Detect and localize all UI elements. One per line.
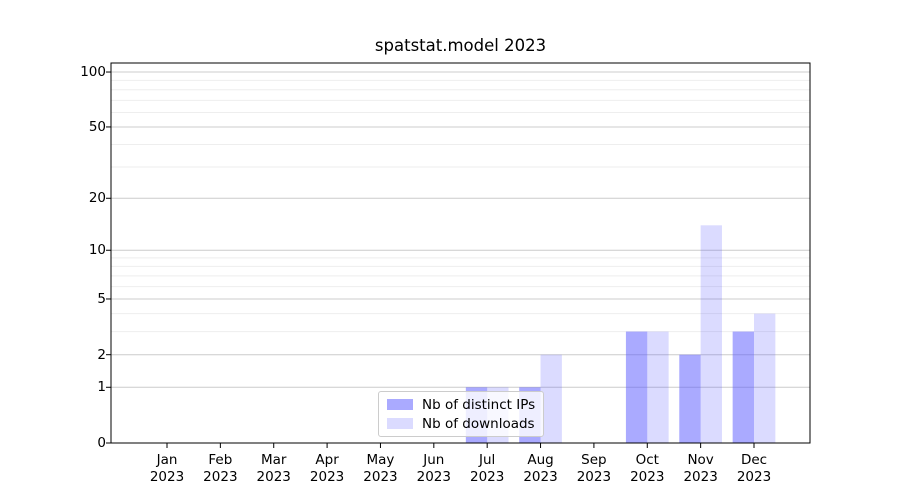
x-tick-label-year: 2023 <box>203 469 238 485</box>
x-tick-label: Jun 2023 <box>404 452 464 486</box>
x-tick-label: Mar 2023 <box>244 452 304 486</box>
y-tick-label: 2 <box>97 346 106 363</box>
y-tick-label: 100 <box>80 64 106 81</box>
x-tick-label-month: Dec <box>740 452 768 468</box>
x-tick-label: Apr 2023 <box>297 452 357 486</box>
bar-downloads <box>540 354 562 443</box>
x-tick-label-year: 2023 <box>630 469 665 485</box>
x-tick-label: Jul 2023 <box>457 452 517 486</box>
x-tick-label-year: 2023 <box>309 469 345 485</box>
bar-downloads <box>700 225 722 443</box>
bar-downloads <box>647 331 669 443</box>
legend: Nb of distinct IPs Nb of downloads <box>378 391 545 437</box>
y-tick-label: 0 <box>97 435 106 451</box>
legend-swatch-distinct-ips-icon <box>387 399 413 410</box>
x-tick-label: Jan 2023 <box>137 452 197 486</box>
x-tick-label-year: 2023 <box>469 469 505 485</box>
legend-item-downloads: Nb of downloads <box>387 415 535 432</box>
x-tick-label-year: 2023 <box>576 469 612 485</box>
x-tick-label-year: 2023 <box>256 469 291 485</box>
chart-title: spatstat.model 2023 <box>374 36 547 55</box>
x-tick-label-month: Nov <box>687 452 714 468</box>
bar-distinct-ips <box>625 331 648 443</box>
x-tick-label: Nov 2023 <box>671 452 731 486</box>
x-tick-label: May 2023 <box>350 452 410 486</box>
x-tick-label-month: Apr <box>315 452 339 468</box>
bar-distinct-ips <box>732 331 754 443</box>
x-tick-label: Sep 2023 <box>564 452 624 486</box>
x-tick-label-month: Jul <box>479 452 496 468</box>
y-tick-label: 1 <box>97 379 106 396</box>
x-tick-label-month: Feb <box>208 452 233 468</box>
x-tick-label-year: 2023 <box>523 469 558 485</box>
y-tick-label: 5 <box>97 290 106 307</box>
x-tick-label: Oct 2023 <box>617 452 677 486</box>
legend-swatch-downloads-icon <box>387 418 413 429</box>
bar-downloads <box>754 313 776 443</box>
plot-border <box>110 62 811 444</box>
y-tick-label: 10 <box>88 242 106 259</box>
x-tick-label-month: Oct <box>635 452 659 468</box>
x-tick-label-year: 2023 <box>683 469 718 485</box>
legend-label-distinct-ips: Nb of distinct IPs <box>422 396 536 413</box>
x-tick-label-month: Jan <box>156 452 178 468</box>
x-tick-label-year: 2023 <box>363 469 398 485</box>
x-tick-label-year: 2023 <box>416 469 451 485</box>
x-tick-label-month: Sep <box>581 452 607 468</box>
legend-item-distinct-ips: Nb of distinct IPs <box>387 396 535 413</box>
x-tick-label-year: 2023 <box>736 469 772 485</box>
x-tick-label-month: Jun <box>423 452 445 468</box>
x-tick-label-month: Aug <box>527 452 554 468</box>
x-tick-label: Feb 2023 <box>190 452 250 486</box>
x-tick-label: Aug 2023 <box>511 452 571 486</box>
legend-label-downloads: Nb of downloads <box>422 415 535 432</box>
x-tick-label-month: Mar <box>260 452 287 468</box>
y-tick-label: 20 <box>88 190 106 207</box>
x-tick-label-year: 2023 <box>149 469 185 485</box>
x-tick-label: Dec 2023 <box>724 452 784 486</box>
x-tick-label-month: May <box>366 452 395 468</box>
y-tick-label: 50 <box>88 118 106 135</box>
bar-distinct-ips <box>679 354 701 443</box>
